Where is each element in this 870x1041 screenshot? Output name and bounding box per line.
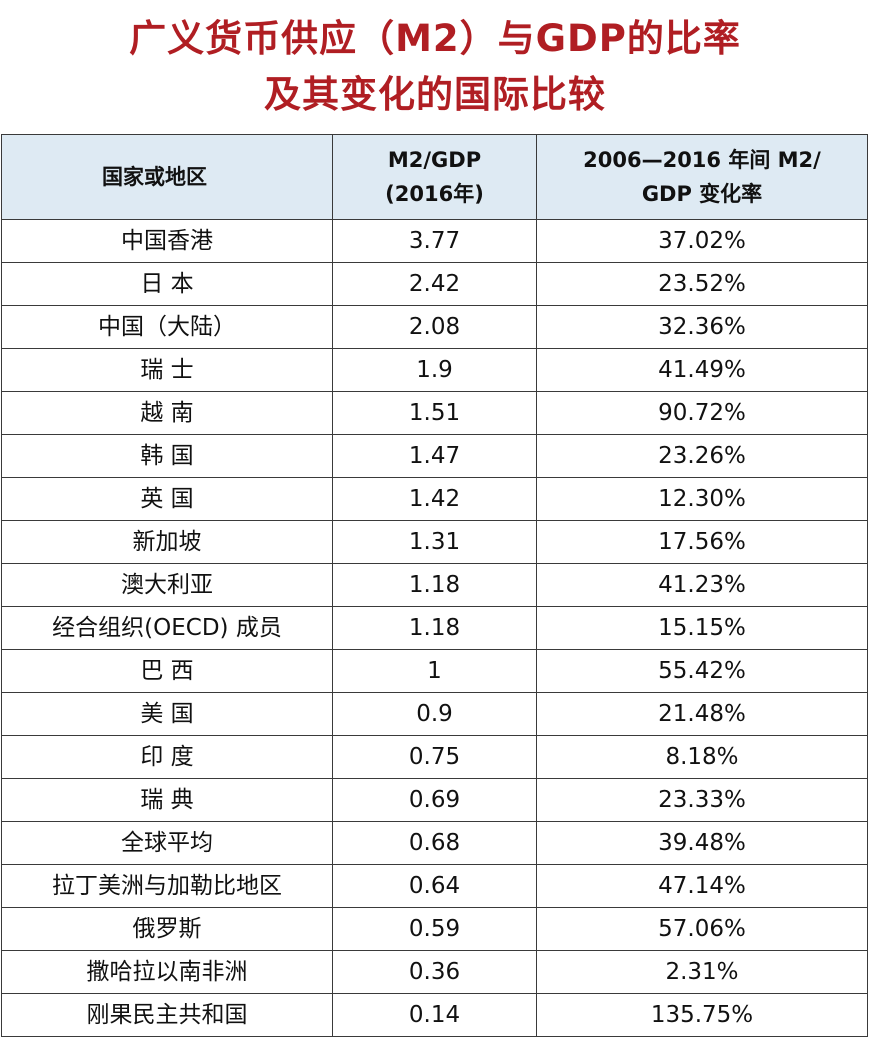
cell-m2gdp: 0.36: [332, 950, 537, 994]
cell-change: 21.48%: [536, 692, 868, 736]
cell-change: 135.75%: [536, 993, 868, 1037]
header-region: 国家或地区: [1, 134, 333, 220]
cell-region: 全球平均: [1, 821, 333, 865]
cell-change: 8.18%: [536, 735, 868, 779]
cell-m2gdp: 0.75: [332, 735, 537, 779]
cell-m2gdp: 1.31: [332, 520, 537, 564]
cell-change: 57.06%: [536, 907, 868, 951]
cell-m2gdp: 1: [332, 649, 537, 693]
cell-change: 23.52%: [536, 262, 868, 306]
table-row: 瑞 典 0.69 23.33%: [1, 778, 868, 822]
cell-change: 41.23%: [536, 563, 868, 607]
page-title-line-1: 广义货币供应（M2）与GDP的比率: [129, 17, 741, 60]
cell-change: 23.33%: [536, 778, 868, 822]
cell-change: 23.26%: [536, 434, 868, 478]
cell-region: 美 国: [1, 692, 333, 736]
table-row: 拉丁美洲与加勒比地区 0.64 47.14%: [1, 864, 868, 908]
cell-region: 越 南: [1, 391, 333, 435]
cell-region: 中国（大陆）: [1, 305, 333, 349]
header-m2gdp-line-2: (2016年): [385, 182, 484, 206]
comparison-table: 国家或地区 M2/GDP (2016年) 2006—2016 年间 M2/ GD…: [1, 134, 868, 1037]
title-block: 广义货币供应（M2）与GDP的比率 及其变化的国际比较: [0, 0, 870, 134]
cell-change: 17.56%: [536, 520, 868, 564]
cell-change: 55.42%: [536, 649, 868, 693]
cell-region: 拉丁美洲与加勒比地区: [1, 864, 333, 908]
cell-change: 41.49%: [536, 348, 868, 392]
table-row: 全球平均 0.68 39.48%: [1, 821, 868, 865]
table-body: 中国香港 3.77 37.02% 日 本 2.42 23.52% 中国（大陆） 2.08 32.…: [1, 219, 868, 1037]
cell-region: 中国香港: [1, 219, 333, 263]
cell-change: 47.14%: [536, 864, 868, 908]
table-row: 新加坡 1.31 17.56%: [1, 520, 868, 564]
cell-change: 12.30%: [536, 477, 868, 521]
table-row: 经合组织(OECD) 成员 1.18 15.15%: [1, 606, 868, 650]
cell-region: 新加坡: [1, 520, 333, 564]
header-change-line-1: 2006—2016 年间 M2/: [583, 148, 821, 172]
table-row: 巴 西 1 55.42%: [1, 649, 868, 693]
cell-region: 澳大利亚: [1, 563, 333, 607]
cell-region: 印 度: [1, 735, 333, 779]
cell-region: 瑞 士: [1, 348, 333, 392]
cell-m2gdp: 0.69: [332, 778, 537, 822]
cell-change: 2.31%: [536, 950, 868, 994]
table-row: 中国（大陆） 2.08 32.36%: [1, 305, 868, 349]
cell-m2gdp: 0.14: [332, 993, 537, 1037]
cell-m2gdp: 0.59: [332, 907, 537, 951]
cell-change: 90.72%: [536, 391, 868, 435]
cell-m2gdp: 2.08: [332, 305, 537, 349]
table-row: 印 度 0.75 8.18%: [1, 735, 868, 779]
cell-change: 37.02%: [536, 219, 868, 263]
table-row: 刚果民主共和国 0.14 135.75%: [1, 993, 868, 1037]
cell-region: 瑞 典: [1, 778, 333, 822]
table-row: 撒哈拉以南非洲 0.36 2.31%: [1, 950, 868, 994]
page-title-line-2: 及其变化的国际比较: [264, 73, 606, 116]
header-row: 国家或地区 M2/GDP (2016年) 2006—2016 年间 M2/ GD…: [1, 134, 868, 220]
cell-region: 韩 国: [1, 434, 333, 478]
cell-m2gdp: 3.77: [332, 219, 537, 263]
table-row: 英 国 1.42 12.30%: [1, 477, 868, 521]
cell-m2gdp: 1.18: [332, 563, 537, 607]
header-change-line-2: GDP 变化率: [641, 182, 763, 206]
table-header: 国家或地区 M2/GDP (2016年) 2006—2016 年间 M2/ GD…: [1, 134, 868, 220]
cell-m2gdp: 1.9: [332, 348, 537, 392]
table-row: 瑞 士 1.9 41.49%: [1, 348, 868, 392]
cell-m2gdp: 1.51: [332, 391, 537, 435]
table-row: 日 本 2.42 23.52%: [1, 262, 868, 306]
cell-region: 英 国: [1, 477, 333, 521]
cell-m2gdp: 1.18: [332, 606, 537, 650]
cell-region: 日 本: [1, 262, 333, 306]
table-row: 美 国 0.9 21.48%: [1, 692, 868, 736]
table-row: 中国香港 3.77 37.02%: [1, 219, 868, 263]
cell-m2gdp: 1.42: [332, 477, 537, 521]
cell-region: 刚果民主共和国: [1, 993, 333, 1037]
cell-change: 39.48%: [536, 821, 868, 865]
cell-change: 15.15%: [536, 606, 868, 650]
table-row: 澳大利亚 1.18 41.23%: [1, 563, 868, 607]
header-change: 2006—2016 年间 M2/ GDP 变化率: [536, 134, 868, 220]
cell-change: 32.36%: [536, 305, 868, 349]
cell-m2gdp: 0.68: [332, 821, 537, 865]
cell-region: 巴 西: [1, 649, 333, 693]
cell-region: 经合组织(OECD) 成员: [1, 606, 333, 650]
table-row: 俄罗斯 0.59 57.06%: [1, 907, 868, 951]
cell-m2gdp: 1.47: [332, 434, 537, 478]
table-row: 韩 国 1.47 23.26%: [1, 434, 868, 478]
cell-region: 撒哈拉以南非洲: [1, 950, 333, 994]
cell-region: 俄罗斯: [1, 907, 333, 951]
cell-m2gdp: 2.42: [332, 262, 537, 306]
cell-m2gdp: 0.9: [332, 692, 537, 736]
table-row: 越 南 1.51 90.72%: [1, 391, 868, 435]
header-m2gdp: M2/GDP (2016年): [332, 134, 537, 220]
cell-m2gdp: 0.64: [332, 864, 537, 908]
header-m2gdp-line-1: M2/GDP: [387, 148, 482, 172]
